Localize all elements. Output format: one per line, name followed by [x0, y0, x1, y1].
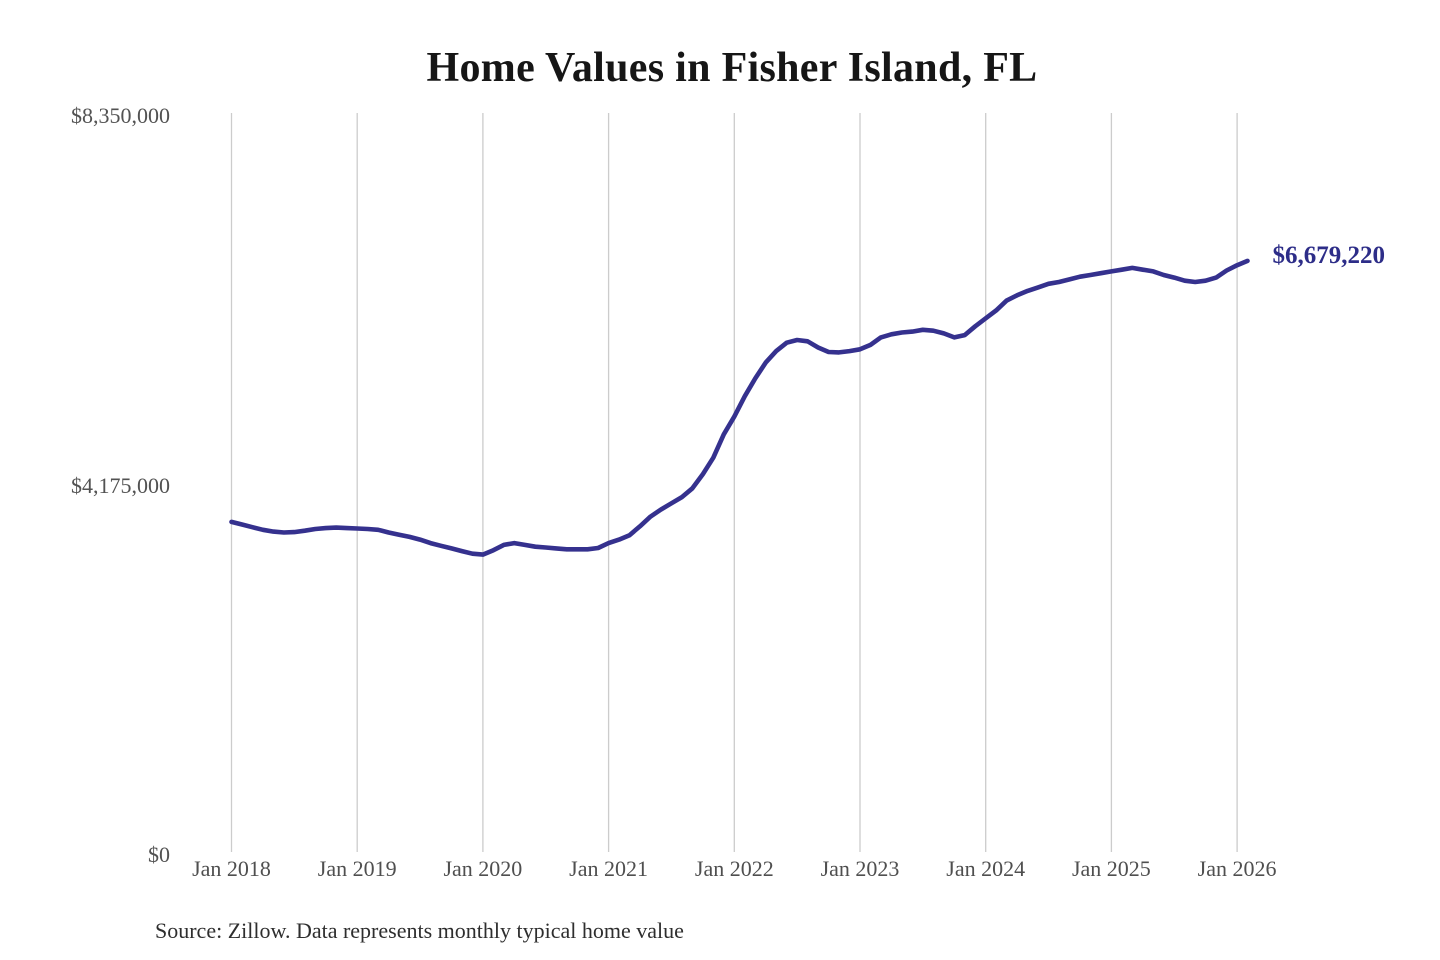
x-tick-label: Jan 2019: [317, 856, 397, 881]
latest-value-label: $6,679,220: [1272, 241, 1386, 269]
y-tick-label: $4,175,000: [71, 472, 170, 498]
x-tick-label: Jan 2024: [946, 856, 1026, 881]
chart-title: Home Values in Fisher Island, FL: [426, 45, 1038, 91]
x-tick-label: Jan 2020: [443, 856, 523, 881]
y-tick-label: $8,350,000: [71, 103, 170, 128]
x-tick-label: Jan 2025: [1071, 856, 1151, 881]
y-tick-label: $0: [148, 842, 170, 867]
x-tick-label: Jan 2018: [192, 856, 271, 881]
x-tick-label: Jan 2023: [820, 856, 900, 881]
source-attribution: Source: Zillow. Data represents monthly …: [155, 918, 684, 943]
x-tick-label: Jan 2026: [1197, 856, 1277, 881]
x-tick-label: Jan 2022: [694, 856, 774, 881]
x-tick-label: Jan 2021: [569, 856, 649, 881]
